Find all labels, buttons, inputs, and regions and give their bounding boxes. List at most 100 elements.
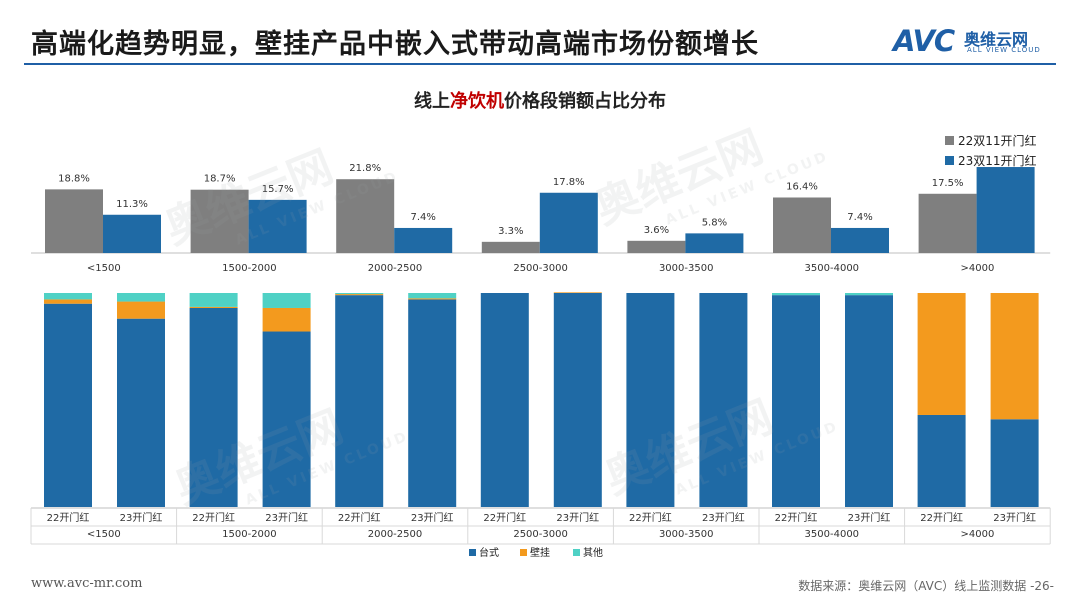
avc-logo: AVC 奥维云网 ALL VIEW CLOUD xyxy=(893,24,1063,60)
x-tick-label: 3000-3500 xyxy=(659,263,714,274)
sub-category-label: 22开门红 xyxy=(338,511,381,524)
data-label: 5.8% xyxy=(702,217,727,228)
legend-swatch xyxy=(573,549,580,556)
stacked-segment xyxy=(189,307,238,507)
legend-swatch xyxy=(520,549,527,556)
stacked-segment xyxy=(117,293,165,302)
group-label: 2000-2500 xyxy=(368,529,423,540)
stacked-segment xyxy=(189,306,238,308)
bar-23 xyxy=(539,192,598,253)
x-tick-label: >4000 xyxy=(960,263,994,274)
x-tick-label: <1500 xyxy=(87,263,121,274)
chart-title-prefix: 线上 xyxy=(414,91,450,112)
footer-source: 数据来源：奥维云网（AVC）线上监测数据 -26- xyxy=(798,579,1054,593)
group-label: 3500-4000 xyxy=(805,529,860,540)
stacked-segment xyxy=(262,331,311,507)
stacked-segment xyxy=(408,299,457,507)
data-label: 17.5% xyxy=(932,178,964,189)
bar-22 xyxy=(190,189,249,253)
stacked-segment xyxy=(990,293,1039,420)
bar-23 xyxy=(103,214,161,253)
bar-22 xyxy=(481,241,540,253)
data-label: 7.4% xyxy=(847,212,872,223)
legend-swatch xyxy=(945,156,954,165)
stacked-segment xyxy=(117,301,165,319)
sub-category-label: 23开门红 xyxy=(848,511,891,524)
data-label: 3.6% xyxy=(644,225,669,236)
legend-label: 台式 xyxy=(479,546,499,559)
bar-23 xyxy=(685,233,744,253)
stacked-segment xyxy=(917,414,966,507)
stacked-segment xyxy=(480,293,529,507)
legend-swatch xyxy=(945,136,954,145)
bar-22 xyxy=(918,193,977,253)
x-tick-label: 1500-2000 xyxy=(222,263,277,274)
sub-category-label: 23开门红 xyxy=(265,511,308,524)
sub-category-label: 23开门红 xyxy=(702,511,745,524)
chart-title: 线上净饮机价格段销额占比分布 xyxy=(0,87,1080,113)
sub-category-label: 23开门红 xyxy=(411,511,454,524)
sub-category-label: 23开门红 xyxy=(993,511,1036,524)
stacked-segment xyxy=(917,293,966,415)
logo-text-en: ALL VIEW CLOUD xyxy=(967,46,1041,54)
page-title: 高端化趋势明显，壁挂产品中嵌入式带动高端市场份额增长 xyxy=(31,29,759,60)
legend-label: 22双11开门红 xyxy=(958,133,1037,148)
sub-category-label: 23开门红 xyxy=(120,511,163,524)
bar-23 xyxy=(394,227,453,253)
legend-label: 23双11开门红 xyxy=(958,153,1037,168)
group-label: 1500-2000 xyxy=(222,529,277,540)
data-label: 21.8% xyxy=(349,163,381,174)
x-tick-label: 3500-4000 xyxy=(805,263,860,274)
stacked-segment xyxy=(772,293,820,296)
data-label: 18.7% xyxy=(204,174,236,185)
sub-category-label: 22开门红 xyxy=(629,511,672,524)
chart-title-highlight: 净饮机 xyxy=(450,91,504,112)
stacked-segment xyxy=(990,419,1039,507)
stacked-segment xyxy=(44,293,92,300)
group-label: >4000 xyxy=(960,529,994,540)
stacked-segment xyxy=(553,292,602,293)
stacked-segment xyxy=(44,303,92,507)
sub-category-label: 22开门红 xyxy=(483,511,526,524)
top-bar-chart: 18.8% 11.3% <1500 18.7% 15.7% 1500-2000 21.8% 7… xyxy=(31,133,1051,274)
stacked-segment xyxy=(845,295,893,507)
legend-swatch xyxy=(469,549,476,556)
bar-22 xyxy=(45,189,103,253)
group-label: 2500-3000 xyxy=(513,529,568,540)
data-label: 3.3% xyxy=(498,226,523,237)
header-divider xyxy=(24,63,1056,65)
stacked-segment xyxy=(44,299,92,304)
data-label: 17.8% xyxy=(553,177,585,188)
stacked-segment xyxy=(408,298,457,300)
chart-title-suffix: 价格段销额占比分布 xyxy=(504,91,666,112)
sub-category-label: 22开门红 xyxy=(192,511,235,524)
footer-url: www.avc-mr.com xyxy=(31,576,143,591)
legend-label: 壁挂 xyxy=(530,546,550,559)
group-label: 3000-3500 xyxy=(659,529,714,540)
stacked-segment xyxy=(335,295,384,507)
stacked-segment xyxy=(699,293,748,507)
stacked-segment xyxy=(626,293,675,507)
bar-23 xyxy=(976,167,1035,253)
stacked-segment xyxy=(553,293,602,507)
stacked-segment xyxy=(117,318,165,507)
data-label: 15.7% xyxy=(262,184,294,195)
sub-category-label: 22开门红 xyxy=(47,511,90,524)
sub-category-label: 22开门红 xyxy=(920,511,963,524)
stacked-segment xyxy=(189,293,238,307)
stacked-segment xyxy=(262,293,311,308)
bar-23 xyxy=(248,199,307,253)
bar-23 xyxy=(831,227,889,253)
bar-22 xyxy=(336,179,395,253)
data-label: 16.4% xyxy=(786,181,818,192)
logo-mark: AVC xyxy=(893,24,955,58)
x-tick-label: 2500-3000 xyxy=(513,263,568,274)
sub-category-label: 23开门红 xyxy=(556,511,599,524)
stacked-segment xyxy=(335,294,384,296)
stacked-segment xyxy=(262,307,311,332)
stacked-segment xyxy=(845,293,893,296)
x-tick-label: 2000-2500 xyxy=(368,263,423,274)
group-label: <1500 xyxy=(87,529,121,540)
stacked-segment xyxy=(772,295,820,507)
